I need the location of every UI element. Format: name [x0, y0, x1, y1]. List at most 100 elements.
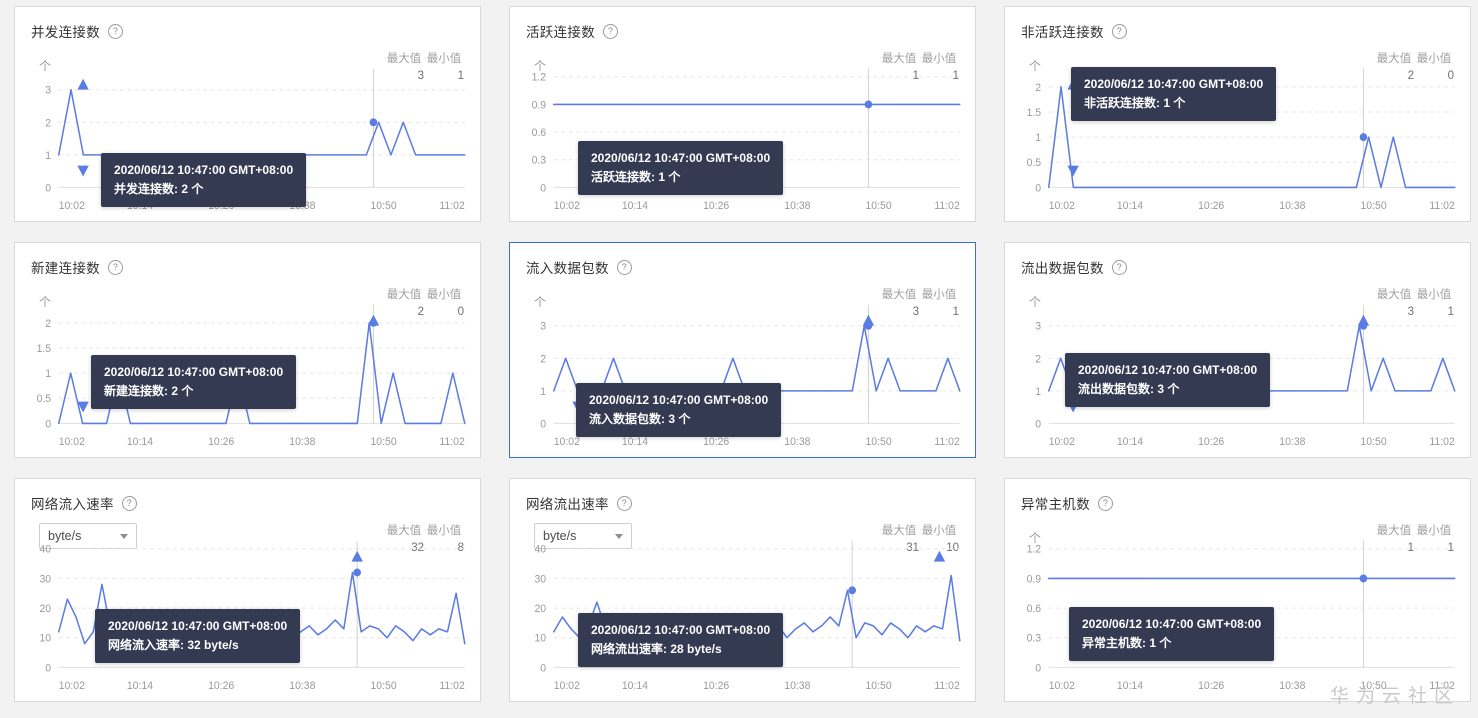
metric-card-outbound-packets[interactable]: 流出数据包数? 个最大值 最小值 3 1 0 1 2 3 10:02 10:14 10:26 10:38… — [1004, 242, 1471, 458]
minmax-summary: 最大值 最小值 1 1 — [1374, 523, 1454, 557]
svg-text:10:14: 10:14 — [622, 680, 648, 692]
unit-select-value: byte/s — [543, 529, 577, 543]
tooltip-value: 流出数据包数: 3 个 — [1078, 382, 1180, 396]
help-icon[interactable]: ? — [616, 495, 632, 511]
card-title: 并发连接数 — [31, 25, 100, 40]
card-title: 新建连接数 — [31, 261, 100, 276]
help-icon[interactable]: ? — [121, 495, 137, 511]
metric-card-network-in-rate[interactable]: 网络流入速率? byte/s 最大值 最小值 32 8 0 10 20 30 40 10:02 10:1… — [14, 478, 481, 702]
chart-tooltip-inbound-packets: 2020/06/12 10:47:00 GMT+08:00 流入数据包数: 3 个 — [576, 383, 782, 437]
y-axis-unit: 个 — [39, 295, 52, 309]
svg-text:10:02: 10:02 — [1049, 680, 1075, 692]
chart-plot-new-connections[interactable]: 0 0.5 1 1.5 2 10:02 10:14 10:26 10:38 10:50 11:02 — [15, 295, 480, 457]
svg-text:10:50: 10:50 — [1360, 436, 1386, 448]
svg-text:10:50: 10:50 — [865, 200, 891, 212]
svg-text:11:02: 11:02 — [439, 680, 464, 692]
max-value: 31 — [906, 542, 919, 554]
svg-text:10:38: 10:38 — [784, 436, 810, 448]
metric-card-concurrent-connections[interactable]: 并发连接数?个最大值最小值31012310:0210:1410:2610:381… — [14, 6, 481, 222]
svg-text:0: 0 — [45, 182, 51, 194]
max-label: 最大值 — [1376, 289, 1412, 301]
svg-text:3: 3 — [1035, 321, 1041, 333]
max-label: 最大值 — [1376, 53, 1412, 65]
chart-tooltip-abnormal-hosts: 2020/06/12 10:47:00 GMT+08:00 异常主机数: 1 个 — [1069, 607, 1275, 661]
y-axis-unit: 个 — [534, 59, 547, 73]
svg-text:0.3: 0.3 — [532, 155, 547, 167]
card-title: 非活跃连接数 — [1021, 25, 1104, 40]
card-header: 异常主机数? — [1021, 493, 1113, 513]
svg-text:10:02: 10:02 — [59, 680, 85, 692]
metric-card-inactive-connections[interactable]: 非活跃连接数? 个最大值 最小值 2 0 0 0.5 1 1.5 2 10:02 10:14 10:26… — [1004, 6, 1471, 222]
svg-text:2: 2 — [45, 117, 51, 129]
svg-text:0: 0 — [1035, 418, 1041, 430]
svg-text:10:50: 10:50 — [370, 200, 396, 212]
minmax-summary: 最大值 最小值 3 1 — [384, 51, 464, 85]
svg-text:0: 0 — [1035, 662, 1041, 674]
chart-plot-abnormal-hosts[interactable]: 0 0.3 0.6 0.9 1.2 10:02 10:14 10:26 10:38 10:50 11… — [1005, 531, 1470, 701]
svg-text:10:02: 10:02 — [554, 680, 580, 692]
help-icon[interactable]: ? — [108, 259, 123, 275]
minmax-summary: 最大值 最小值 31 10 — [879, 523, 959, 557]
metric-card-network-out-rate[interactable]: 网络流出速率? byte/s 最大值 最小值 31 10 0 10 20 30 40 10:02 10:… — [509, 478, 976, 702]
minmax-summary: 最大值 最小值 3 1 — [879, 287, 959, 321]
svg-text:1.2: 1.2 — [1027, 544, 1042, 556]
min-label: 最小值 — [921, 525, 957, 537]
chart-tooltip-inactive-connections: 2020/06/12 10:47:00 GMT+08:00 非活跃连接数: 1 个 — [1071, 67, 1277, 121]
min-label: 最小值 — [921, 53, 957, 65]
chart-tooltip-active-connections: 2020/06/12 10:47:00 GMT+08:00 活跃连接数: 1 个 — [578, 141, 784, 195]
unit-select-network-out-rate[interactable]: byte/s — [534, 523, 632, 549]
help-icon[interactable]: ? — [616, 259, 632, 275]
svg-text:10:02: 10:02 — [1049, 436, 1075, 448]
svg-text:10:14: 10:14 — [622, 436, 648, 448]
svg-text:0: 0 — [45, 662, 51, 674]
svg-text:0: 0 — [540, 662, 546, 674]
y-axis-unit: 个 — [1029, 295, 1042, 309]
metric-card-active-connections[interactable]: 活跃连接数? 个最大值 最小值 1 1 0 0.3 0.6 0.9 1.2 10:02 10:14 10… — [509, 6, 976, 222]
minmax-summary: 最大值 最小值 2 0 — [384, 287, 464, 321]
svg-text:1: 1 — [1035, 132, 1041, 144]
metric-card-new-connections[interactable]: 新建连接数? 个 最大值 最小值 2 0 0 0.5 1 1.5 2 10:02 10:14 10:26 1… — [14, 242, 481, 458]
watermark: 华为云社区 — [1329, 685, 1460, 707]
svg-text:10:50: 10:50 — [1360, 200, 1386, 212]
max-value: 32 — [411, 542, 424, 554]
svg-text:10:02: 10:02 — [554, 200, 580, 212]
card-header: 流出数据包数? — [1021, 257, 1127, 277]
metric-card-abnormal-hosts[interactable]: 异常主机数? 个最大值 最小值 1 1 0 0.3 0.6 0.9 1.2 10:02 10:14 10… — [1004, 478, 1471, 702]
svg-text:1: 1 — [540, 386, 546, 398]
help-icon[interactable]: ? — [1111, 23, 1127, 39]
svg-text:10:38: 10:38 — [1279, 436, 1305, 448]
tooltip-value: 异常主机数: 1 个 — [1082, 636, 1172, 650]
svg-text:11:02: 11:02 — [934, 680, 959, 692]
svg-text:10:38: 10:38 — [784, 680, 810, 692]
help-icon[interactable]: ? — [108, 23, 123, 39]
svg-text:10:26: 10:26 — [208, 680, 234, 692]
max-label: 最大值 — [881, 53, 917, 65]
svg-text:20: 20 — [535, 603, 547, 615]
svg-text:11:02: 11:02 — [1429, 680, 1454, 692]
chart-tooltip-concurrent-connections: 2020/06/12 10:47:00 GMT+08:00 并发连接数: 2 个 — [101, 153, 307, 207]
chart-plot-active-connections[interactable]: 0 0.3 0.6 0.9 1.2 10:02 10:14 10:26 10:38 10:50 11… — [510, 59, 975, 221]
svg-text:2: 2 — [1035, 353, 1041, 365]
svg-text:11:02: 11:02 — [439, 436, 464, 448]
metric-card-inbound-packets[interactable]: 流入数据包数? 个最大值 最小值 3 1 0 1 2 3 10:02 10:14 10:26 10:38… — [509, 242, 976, 458]
chart-tooltip-outbound-packets: 2020/06/12 10:47:00 GMT+08:00 流出数据包数: 3 个 — [1065, 353, 1271, 407]
max-value: 2 — [417, 306, 424, 318]
chart-plot-inactive-connections[interactable]: 0 0.5 1 1.5 2 10:02 10:14 10:26 10:38 10:50 11:02 — [1005, 59, 1470, 221]
svg-text:2: 2 — [540, 353, 546, 365]
svg-text:10:38: 10:38 — [784, 200, 810, 212]
minmax-summary: 最大值 最小值 2 0 — [1374, 51, 1454, 85]
svg-text:10: 10 — [40, 633, 52, 645]
unit-select-network-in-rate[interactable]: byte/s — [39, 523, 137, 549]
help-icon[interactable]: ? — [1098, 495, 1113, 511]
svg-text:10:02: 10:02 — [1049, 200, 1075, 212]
svg-text:10:26: 10:26 — [703, 680, 729, 692]
help-icon[interactable]: ? — [1111, 259, 1127, 275]
svg-text:11:02: 11:02 — [934, 200, 959, 212]
svg-text:10:02: 10:02 — [554, 436, 580, 448]
minmax-summary: 最大值 最小值 1 1 — [879, 51, 959, 85]
tooltip-timestamp: 2020/06/12 10:47:00 GMT+08:00 — [1082, 617, 1262, 631]
svg-text:0.9: 0.9 — [1027, 573, 1042, 585]
svg-text:1.2: 1.2 — [532, 72, 547, 84]
help-icon[interactable]: ? — [603, 23, 618, 39]
